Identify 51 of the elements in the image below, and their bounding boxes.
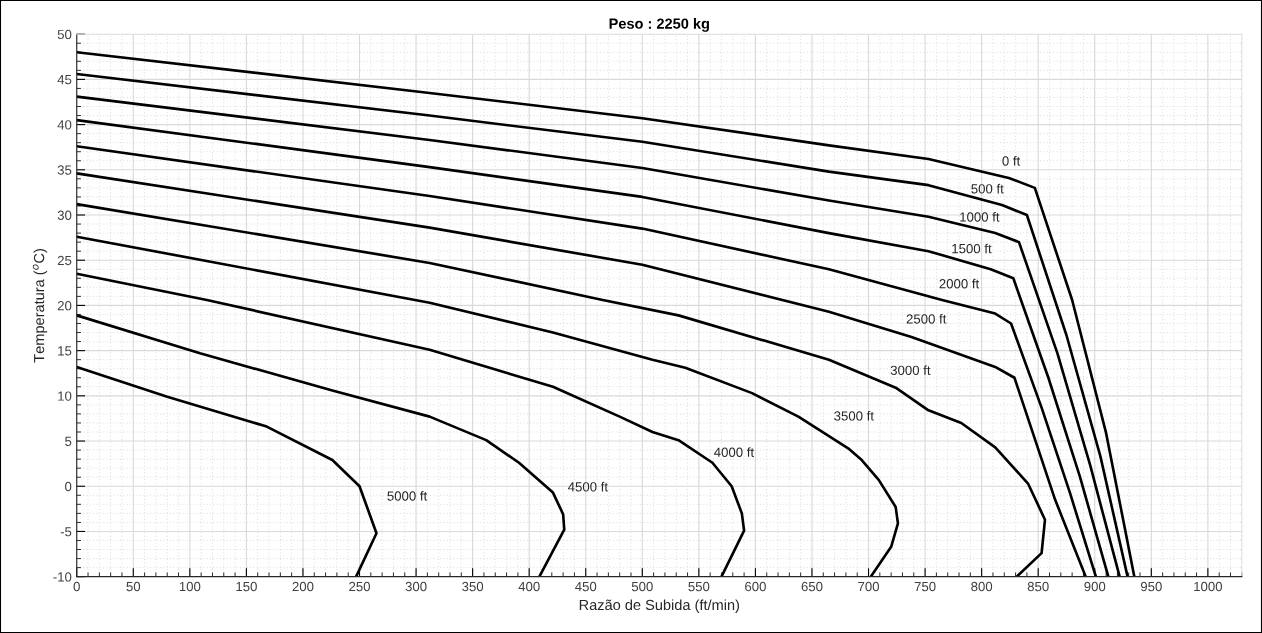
series-label: 5000 ft: [387, 491, 428, 501]
y-tick-label: 50: [57, 29, 72, 40]
x-tick-label: 350: [462, 581, 484, 592]
x-tick-label: 950: [1140, 581, 1162, 592]
series-label: 500 ft: [971, 183, 1004, 194]
chart-title: Peso : 2250 kg: [609, 18, 709, 32]
line-series: [76, 314, 566, 577]
x-tick-label: 150: [236, 581, 257, 592]
y-tick-label: 40: [57, 120, 72, 130]
series-label: 2000 ft: [939, 278, 980, 289]
x-tick-label: 500: [631, 581, 653, 592]
x-tick-label: 0: [73, 581, 80, 592]
line-series: [76, 365, 378, 577]
series-label: 1500 ft: [952, 243, 992, 254]
y-tick-label: 20: [57, 300, 72, 311]
y-tick-label: 25: [57, 255, 72, 266]
x-tick-label: 850: [1027, 581, 1049, 592]
y-tick-label: 45: [57, 75, 72, 85]
y-tick-label: 10: [58, 391, 72, 401]
series-label: 4000 ft: [714, 447, 754, 457]
series-label: 0 ft: [1002, 156, 1021, 166]
x-tick-label: 250: [349, 581, 371, 592]
x-tick-label: 900: [1084, 581, 1106, 592]
x-axis-title: Razão de Subida (ft/min): [579, 599, 740, 613]
line-series: [76, 272, 746, 577]
x-tick-label: 750: [914, 581, 936, 592]
x-tick-label: 100: [179, 581, 201, 592]
x-tick-label: 1000: [1194, 581, 1223, 592]
y-tick-label: 15: [58, 346, 72, 356]
series-label: 3000 ft: [890, 365, 931, 375]
y-tick-label: -10: [53, 572, 72, 582]
y-tick-label: 0: [65, 481, 72, 492]
y-tick-label: 5: [65, 436, 72, 446]
x-tick-label: 300: [405, 581, 427, 592]
series-label: 1000 ft: [960, 211, 1000, 222]
y-tick-label: 30: [57, 210, 72, 220]
series-label: 4500 ft: [567, 481, 608, 492]
x-tick-label: 50: [126, 581, 141, 592]
x-tick-label: 450: [575, 581, 597, 592]
x-tick-label: 200: [292, 581, 314, 592]
y-axis-title: Temperatura ($^{o}$C): [32, 249, 48, 363]
y-tick-label: 35: [57, 165, 72, 175]
x-tick-label: 400: [518, 581, 540, 592]
y-tick-label: -5: [60, 527, 72, 537]
x-tick-label: 600: [745, 581, 766, 592]
series-label: 2500 ft: [906, 313, 947, 324]
x-tick-label: 550: [688, 581, 710, 592]
x-tick-label: 650: [801, 581, 823, 592]
x-tick-label: 800: [971, 581, 993, 592]
series-label: 3500 ft: [834, 410, 874, 421]
x-tick-label: 700: [858, 581, 880, 592]
